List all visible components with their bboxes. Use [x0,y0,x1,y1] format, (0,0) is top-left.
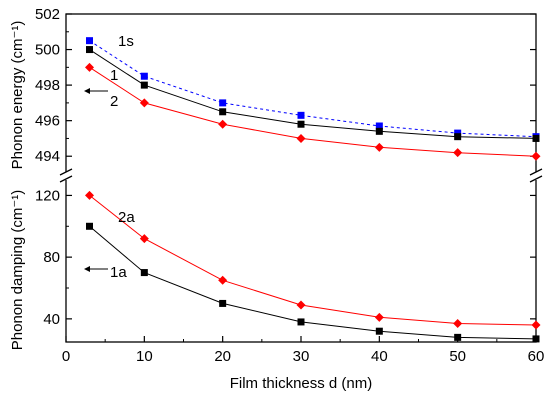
marker-2a [453,318,463,328]
marker-1s [454,129,462,137]
axis-break-marks [59,168,543,183]
y-tick-label: 496 [35,113,60,130]
y-tick-label: 40 [43,311,60,328]
label-1a: 1a [110,264,127,281]
marker-2 [531,151,541,161]
marker-1a [454,333,462,341]
x-tick-label: 30 [293,348,310,365]
energy-panel: 494 496 498 500 502 [35,6,541,165]
label-1: 1 [110,67,118,84]
marker-1 [140,81,148,89]
marker-1s [297,111,305,119]
label-1s: 1s [118,33,134,50]
marker-1a [219,299,227,307]
y-tick-label: 80 [43,249,60,266]
series-line-1 [89,49,537,139]
axis-break-gap-left [60,172,72,180]
marker-2 [139,98,149,108]
x-tick-label: 20 [214,348,231,365]
marker-1a [375,327,383,335]
plot-frame [65,13,537,343]
marker-2a [218,275,228,285]
series-line-1a [89,225,537,340]
y-tick-label: 500 [35,42,60,59]
marker-2a [531,320,541,330]
x-tick-label: 40 [371,348,388,365]
marker-2 [374,142,384,152]
marker-1a [297,318,305,326]
marker-2a [296,300,306,310]
x-axis: 0 10 20 30 40 50 60 [62,336,545,365]
marker-1 [297,120,305,128]
marker-1 [86,46,93,54]
arrow-damping [84,266,108,272]
marker-1 [219,108,227,116]
marker-1s [219,99,227,107]
y-tick-label: 502 [35,6,60,23]
marker-1s [375,122,383,130]
marker-1a [140,269,148,277]
series-line-1s [89,40,537,138]
marker-2a [374,312,384,322]
axis-break-gap-right [530,172,542,180]
label-2a: 2a [118,209,135,226]
y-axis-label-energy: Phonon energy (cm⁻¹) [9,21,26,170]
marker-1 [454,133,462,141]
marker-2a [85,190,94,200]
x-axis-label: Film thickness d (nm) [230,375,373,392]
marker-1s [86,37,93,45]
marker-2 [296,133,306,143]
x-tick-label: 60 [528,348,545,365]
marker-1s [140,72,148,80]
marker-2 [85,62,94,72]
x-tick-label: 0 [62,348,70,365]
y-axis-label-damping: Phonon damping (cm⁻¹) [9,190,26,351]
x-tick-label: 50 [449,348,466,365]
x-tick-label: 10 [136,348,153,365]
arrow-energy [84,88,108,94]
marker-1a [86,222,93,230]
y-tick-label: 120 [35,187,60,204]
y-tick-label: 494 [35,148,60,165]
marker-1 [532,134,540,142]
y-tick-label: 498 [35,77,60,94]
marker-1 [375,127,383,135]
label-2: 2 [110,93,118,110]
marker-2a [139,234,149,244]
marker-2 [218,119,228,129]
marker-2 [453,148,463,158]
series-line-2a [89,195,537,326]
damping-panel: 40 80 120 [35,187,541,343]
marker-1a [532,335,540,343]
